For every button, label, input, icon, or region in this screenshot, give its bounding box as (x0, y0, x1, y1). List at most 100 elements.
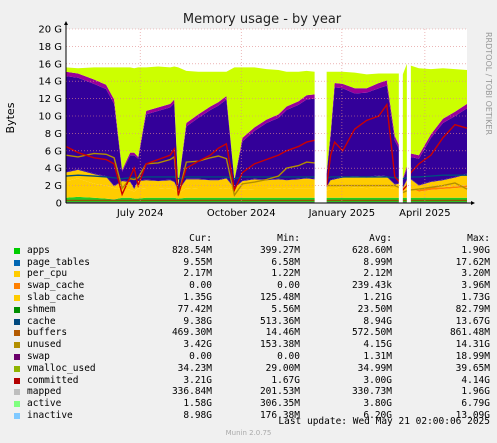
legend-swatch (14, 342, 20, 349)
legend-avg: 23.50M (357, 303, 392, 315)
legend-cur: 2.17M (183, 268, 212, 280)
legend-min: 5.56M (271, 303, 300, 315)
legend-cur: 0.00 (189, 350, 212, 362)
area-cache (66, 76, 467, 191)
legend-min: 1.67G (271, 374, 300, 386)
legend-min: 176.38M (259, 409, 300, 421)
legend-label: committed (27, 374, 79, 386)
legend-cur: 9.55M (183, 256, 212, 268)
munin-version: Munin 2.0.75 (225, 429, 272, 437)
legend-cur: 3.21G (183, 374, 212, 386)
data-gap (314, 29, 327, 203)
y-tick-label: 20 G (38, 25, 62, 36)
legend-avg: 3.00G (363, 374, 392, 386)
legend-label: unused (27, 339, 62, 351)
legend-min: 29.00M (265, 362, 300, 374)
legend-item: page_tables 9.55M 6.58M 8.99M 17.62M (12, 257, 490, 269)
legend-item: apps 828.54M 399.27M 628.60M 1.90G (12, 245, 490, 257)
legend-cur: 828.54M (171, 244, 212, 256)
legend-min: 0.00 (277, 280, 300, 292)
legend-max: 82.79M (455, 303, 490, 315)
y-tick-label: 12 G (38, 94, 62, 105)
legend-cur: 1.58G (183, 398, 212, 410)
legend-max: 1.90G (461, 244, 490, 256)
legend-min: 513.36M (259, 315, 300, 327)
legend-swatch (14, 412, 20, 419)
legend-max: 6.79G (461, 398, 490, 410)
legend-max: 17.62M (455, 256, 490, 268)
legend-swatch (14, 306, 20, 313)
legend-swatch (14, 389, 20, 396)
y-tick-label: 16 G (38, 59, 62, 70)
legend-max: 39.65M (455, 362, 490, 374)
area-unused (66, 63, 467, 185)
legend-swatch (14, 271, 20, 278)
y-tick-label: 8 G (45, 129, 62, 140)
legend-cur: 469.30M (171, 327, 212, 339)
y-tick-label: 2 G (45, 181, 62, 192)
x-tick-label: July 2024 (116, 208, 164, 219)
legend-label: per_cpu (27, 268, 68, 280)
y-tick-labels: 0 2 G 4 G 6 G 8 G 10 G 12 G 14 G 16 G 18 G 20 G (38, 25, 62, 210)
legend-max: 3.96M (461, 280, 490, 292)
legend-avg: 572.50M (351, 327, 392, 339)
legend-avg: 6.20G (363, 409, 392, 421)
legend-item: inactive 8.98G 176.38M 6.20G 13.09G (12, 410, 490, 422)
legend-item: buffers 469.30M 14.46M 572.50M 861.48M (12, 327, 490, 339)
legend-cur: 336.84M (171, 386, 212, 398)
legend-cur: 8.98G (183, 409, 212, 421)
legend-cur: 34.23M (177, 362, 212, 374)
legend-label: cache (27, 315, 56, 327)
last-update: Last update: Wed May 21 02:00:06 2025 (278, 416, 490, 427)
legend-swatch (14, 377, 20, 384)
legend-swatch (14, 259, 20, 266)
grid-lines (66, 28, 467, 203)
legend-avg: 239.43k (351, 280, 392, 292)
legend-max: 4.14G (461, 374, 490, 386)
legend-label: active (27, 398, 62, 410)
x-tick-labels: July 2024 October 2024 January 2025 April 2… (116, 208, 451, 219)
legend-item: shmem 77.42M 5.56M 23.50M 82.79M (12, 304, 490, 316)
data-gap (398, 29, 403, 203)
legend-avg: 2.12M (363, 268, 392, 280)
legend-min: 125.48M (259, 291, 300, 303)
legend-max: 1.73G (461, 291, 490, 303)
legend-swatch (14, 318, 20, 325)
legend-avg: 34.99M (357, 362, 392, 374)
y-tick-label: 6 G (45, 146, 62, 157)
x-tick-label: October 2024 (207, 208, 276, 219)
legend-item: active 1.58G 306.35M 3.80G 6.79G (12, 398, 490, 410)
axes (64, 21, 475, 205)
legend-avg: 8.99M (363, 256, 392, 268)
legend-label: apps (27, 244, 50, 256)
legend-label: page_tables (27, 256, 90, 268)
legend-min: 0.00 (277, 350, 300, 362)
legend-swatch (14, 365, 20, 372)
memory-usage-chart: Memory usage - by year Bytes RRDTOOL / T… (4, 12, 493, 219)
legend-min: 399.27M (259, 244, 300, 256)
legend-avg: 330.73M (351, 386, 392, 398)
legend-min: 153.38M (259, 339, 300, 351)
x-axis-arrow (471, 201, 475, 205)
legend-header: Cur: Min: Avg: Max: (12, 233, 490, 245)
legend-item: unused 3.42G 153.38M 4.15G 14.31G (12, 339, 490, 351)
legend-label: swap_cache (27, 280, 85, 292)
legend-header-max: Max: (467, 233, 490, 244)
legend-min: 6.58M (271, 256, 300, 268)
legend-max: 3.20M (461, 268, 490, 280)
legend-swatch (14, 283, 20, 290)
chart-title: Memory usage - by year (183, 12, 342, 27)
legend-max: 861.48M (449, 327, 490, 339)
legend-item: slab_cache 1.35G 125.48M 1.21G 1.73G (12, 292, 490, 304)
legend-item: swap_cache 0.00 0.00 239.43k 3.96M (12, 280, 490, 292)
legend-item: mapped 336.84M 201.53M 330.73M 1.96G (12, 386, 490, 398)
area-slab-cache (66, 169, 467, 194)
legend-cur: 3.42G (183, 339, 212, 351)
legend-header-avg: Avg: (369, 233, 392, 244)
y-tick-label: 18 G (38, 42, 62, 53)
legend-label: buffers (27, 327, 68, 339)
legend-swatch (14, 401, 20, 408)
x-tick-label: January 2025 (308, 208, 376, 219)
legend-min: 1.22M (271, 268, 300, 280)
legend-header-cur: Cur: (189, 233, 212, 244)
